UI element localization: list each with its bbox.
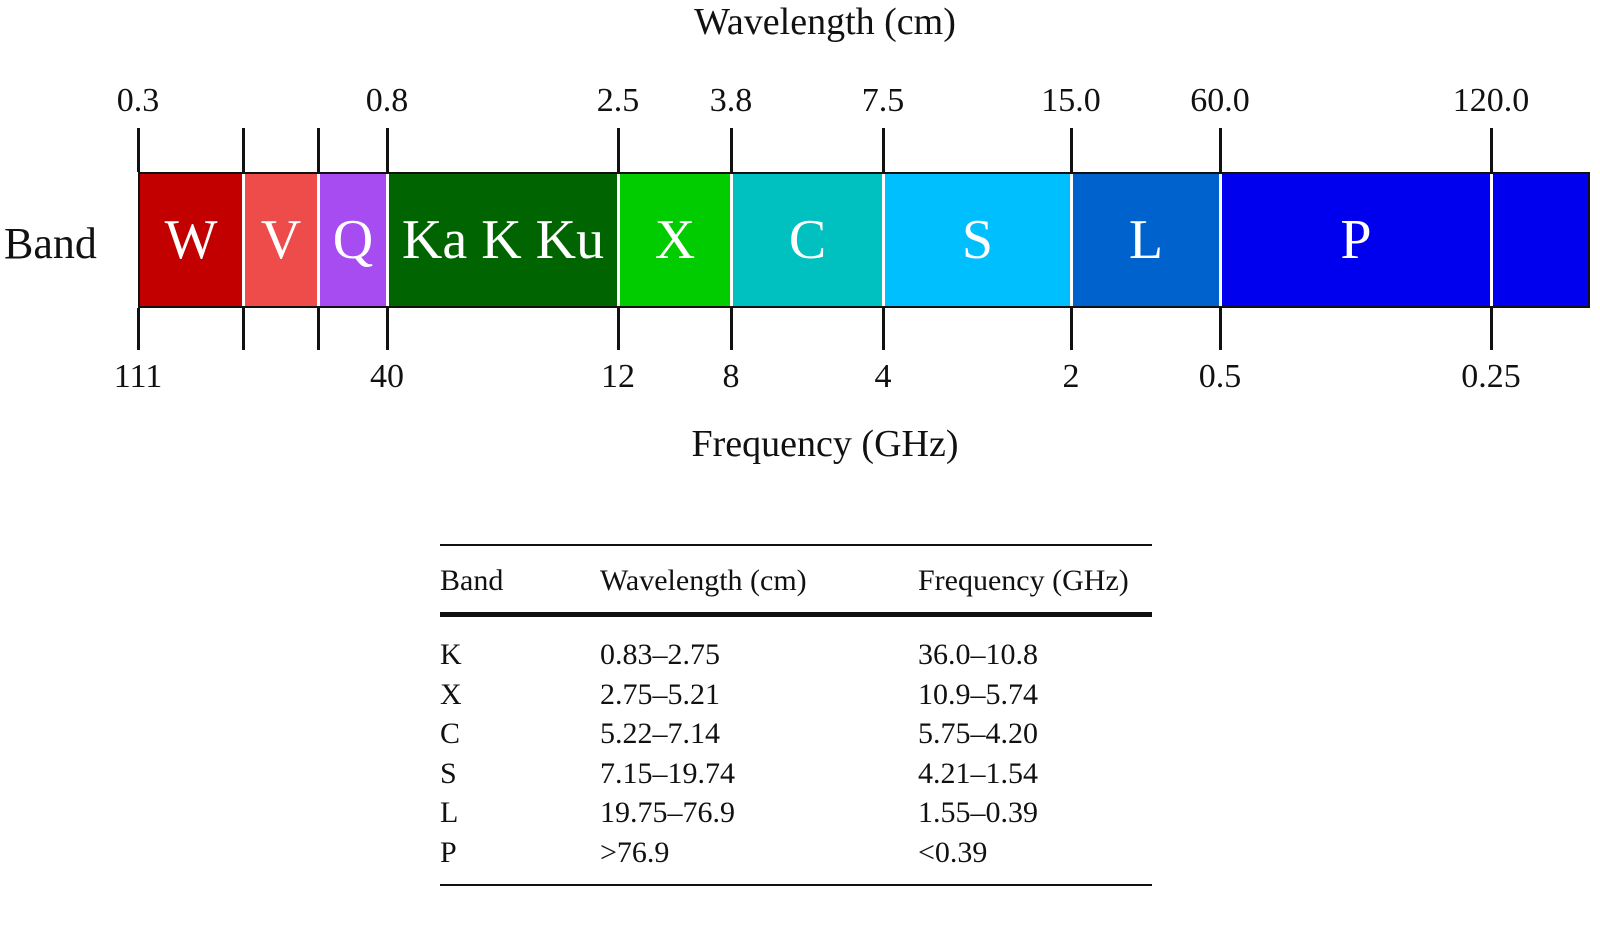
frequency-tick-label: 111 (113, 358, 163, 395)
frequency-tick-label: 2 (1062, 358, 1080, 395)
frequency-tick-mark (1490, 308, 1493, 350)
wavelength-cell: 0.83–2.75 (600, 638, 720, 671)
band-segment: Ka K Ku (389, 174, 620, 306)
wavelength-tick-mark (730, 128, 733, 172)
frequency-cell: 4.21–1.54 (918, 756, 1038, 790)
frequency-axis-title: Frequency (GHz) (691, 423, 959, 465)
table-header-row: Band Wavelength (cm) Frequency (GHz) (440, 546, 1152, 612)
table-row: S 7.15–19.74 4.21–1.54 (440, 754, 1152, 794)
band-cell: K (440, 638, 462, 671)
wavelength-tick-label: 0.8 (365, 82, 409, 119)
frequency-cell: 5.75–4.20 (918, 717, 1038, 750)
wavelength-tick-label: 2.5 (596, 82, 640, 119)
wavelength-tick-mark (242, 128, 245, 172)
frequency-tick-mark (730, 308, 733, 350)
frequency-tick-label: 4 (874, 358, 892, 395)
band-segment: L (1073, 174, 1222, 306)
wavelength-tick-mark (386, 128, 389, 172)
frequency-cell: 10.9–5.74 (918, 677, 1038, 711)
header-frequency: Frequency (GHz) (918, 564, 1129, 597)
frequency-tick-label: 8 (722, 358, 740, 395)
wavelength-tick-label: 3.8 (709, 82, 753, 119)
wavelength-tick-mark (1490, 128, 1493, 172)
frequency-tick-label: 0.5 (1198, 358, 1242, 395)
frequency-tick-mark (1219, 308, 1222, 350)
wavelength-tick-label: 0.3 (116, 82, 160, 119)
wavelength-tick-mark (137, 128, 140, 172)
band-segment: C (733, 174, 885, 306)
band-segment: S (885, 174, 1073, 306)
header-wavelength: Wavelength (cm) (600, 564, 807, 597)
band-strip: W V Q Ka K Ku X C S L P (138, 172, 1590, 308)
frequency-tick-label: 40 (370, 358, 404, 395)
table-row: L 19.75–76.9 1.55–0.39 (440, 793, 1152, 833)
band-segment: V (245, 174, 320, 306)
wavelength-tick-label: 15.0 (1041, 82, 1101, 119)
frequency-tick-mark (317, 308, 320, 350)
frequency-tick-mark (242, 308, 245, 350)
wavelength-tick-mark (317, 128, 320, 172)
band-diagram: Wavelength (cm) 0.3 0.8 2.5 3.8 7.5 15.0 60.0 1… (4, 1, 1590, 465)
wavelength-cell: 7.15–19.74 (600, 756, 735, 790)
frequency-tick-mark (1070, 308, 1073, 350)
frequency-tick-mark (882, 308, 885, 350)
wavelength-tick-label: 60.0 (1190, 82, 1250, 119)
wavelength-tick-mark (1070, 128, 1073, 172)
frequency-tick-label: 12 (601, 358, 635, 395)
table-body: K 0.83–2.75 36.0–10.8 X 2.75–5.21 10.9–5.74 C 5… (440, 617, 1152, 872)
table-row: P >76.9 <0.39 (440, 833, 1152, 873)
table-row: C 5.22–7.14 5.75–4.20 (440, 714, 1152, 754)
table-top-rule (440, 544, 1152, 546)
band-cell: P (440, 835, 457, 869)
wavelength-cell: 5.22–7.14 (600, 717, 720, 750)
band-segment (1493, 174, 1588, 306)
band-segment: W (140, 174, 245, 306)
wavelength-tick-label: 7.5 (861, 82, 905, 119)
wavelength-tick-mark (882, 128, 885, 172)
wavelength-tick-mark (1219, 128, 1222, 172)
band-cell: X (440, 677, 462, 711)
wavelength-cell: 2.75–5.21 (600, 677, 720, 711)
frequency-cell: <0.39 (918, 835, 988, 869)
band-cell: C (440, 717, 461, 750)
table-bottom-rule (440, 884, 1152, 886)
wavelength-axis-title: Wavelength (cm) (694, 1, 956, 43)
wavelength-cell: 19.75–76.9 (600, 796, 735, 829)
frequency-tick-label: 0.25 (1461, 358, 1521, 395)
band-segment: X (620, 174, 733, 306)
band-cell: S (440, 756, 457, 790)
band-segment: P (1222, 174, 1493, 306)
table-row: X 2.75–5.21 10.9–5.74 (440, 675, 1152, 715)
band-segment: Q (320, 174, 389, 306)
frequency-tick-mark (617, 308, 620, 350)
frequency-cell: 36.0–10.8 (918, 638, 1038, 671)
table-header-rule (440, 612, 1152, 617)
frequency-tick-mark (386, 308, 389, 350)
frequency-cell: 1.55–0.39 (918, 796, 1038, 829)
wavelength-tick-label: 120.0 (1452, 82, 1530, 119)
wavelength-tick-mark (617, 128, 620, 172)
header-band: Band (440, 564, 504, 597)
band-cell: L (440, 796, 459, 829)
wavelength-cell: >76.9 (600, 835, 670, 869)
band-row-label: Band (4, 219, 97, 268)
table-row: K 0.83–2.75 36.0–10.8 (440, 617, 1152, 675)
frequency-tick-mark (137, 308, 140, 350)
band-table: Band Wavelength (cm) Frequency (GHz) K 0.… (440, 544, 1152, 886)
